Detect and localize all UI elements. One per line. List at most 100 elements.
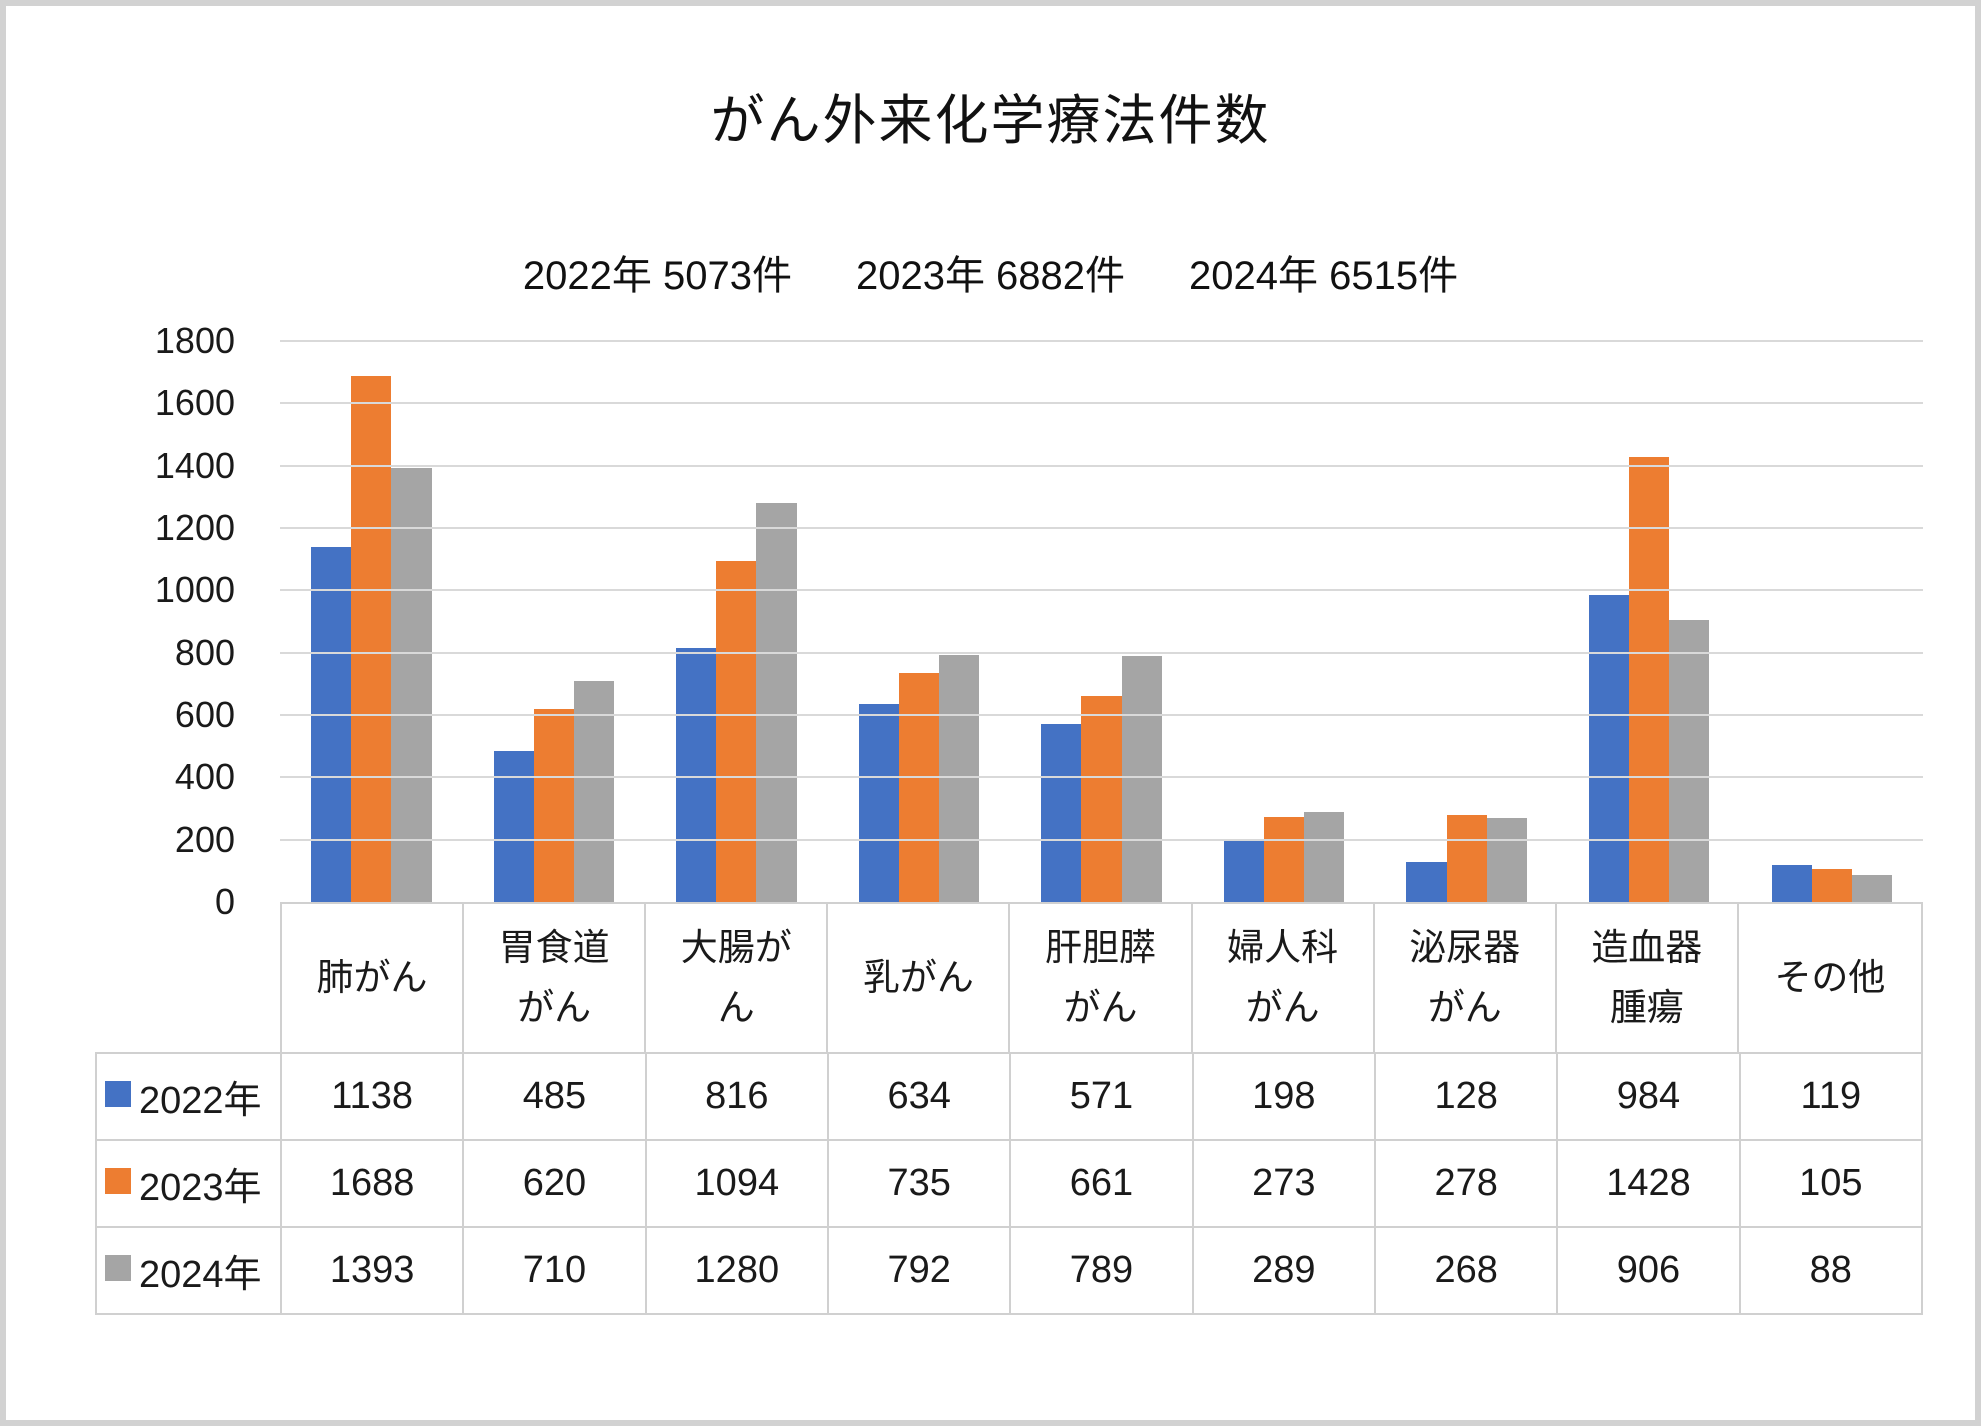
y-axis-tick-label: 1400 [154, 444, 235, 486]
value-cell-series1-cat7: 1428 [1558, 1141, 1741, 1228]
data-table: 2022年 1138 485 816 634 571 198 128 984 119 2023年 16… [95, 1052, 1923, 1315]
gridline [280, 714, 1923, 716]
value-cell-series1-cat1: 620 [464, 1141, 647, 1228]
y-axis-tick-label: 800 [174, 631, 235, 673]
bar-series0-cat4 [1041, 724, 1082, 902]
bar-series0-cat8 [1771, 864, 1812, 902]
value-cell-series2-cat1: 710 [464, 1228, 647, 1315]
y-axis-labels: 0 200 400 600 800 1000 1200 1400 1600 1800 [6, 323, 235, 920]
gridline [280, 527, 1923, 529]
subtitle-total-2022: 2022年 5073件 [522, 254, 792, 298]
bar-series2-cat4 [1121, 656, 1162, 902]
value-cell-series0-cat6: 128 [1375, 1054, 1559, 1141]
gridline [280, 589, 1923, 592]
value-cell-series0-cat1: 485 [464, 1054, 647, 1141]
bar-series0-cat2 [676, 647, 717, 902]
bar-series1-cat6 [1446, 815, 1487, 902]
bar-series1-cat4 [1081, 696, 1122, 902]
value-cell-series2-cat4: 789 [1011, 1228, 1194, 1315]
gridline [280, 776, 1923, 779]
y-axis-tick-label: 200 [174, 818, 235, 860]
value-cell-series2-cat6: 268 [1375, 1228, 1559, 1315]
value-cell-series1-cat3: 735 [828, 1141, 1012, 1228]
legend-cell-series2: 2024年 [97, 1228, 282, 1315]
value-cell-series2-cat8: 88 [1740, 1228, 1923, 1315]
value-cell-series0-cat0: 1138 [282, 1054, 465, 1141]
subtitle-total-2023: 2023年 6882件 [855, 254, 1126, 298]
bars-container [280, 341, 1923, 902]
legend-series-name: 2023年 [139, 1167, 262, 1209]
legend-cell-series1: 2023年 [97, 1141, 282, 1228]
value-cell-series2-cat5: 289 [1193, 1228, 1376, 1315]
bar-group-1 [463, 341, 646, 902]
value-cell-series1-cat5: 273 [1193, 1141, 1376, 1228]
category-label-8: その他 [1774, 957, 1886, 999]
category-label-2: 大腸が ん [646, 904, 829, 1052]
gridline [280, 651, 1923, 654]
value-cell-series0-cat5: 198 [1193, 1054, 1376, 1141]
value-cell-series0-cat4: 571 [1011, 1054, 1194, 1141]
bar-series2-cat3 [939, 655, 980, 902]
bar-series0-cat0 [311, 547, 352, 902]
category-label-1: 胃食道 がん [464, 904, 647, 1052]
value-cell-series0-cat8: 119 [1740, 1054, 1923, 1141]
bar-series2-cat5 [1304, 811, 1345, 902]
legend-series-name: 2024年 [139, 1254, 262, 1296]
bar-series0-cat1 [493, 750, 534, 902]
y-axis-tick-label: 1600 [154, 382, 235, 424]
y-axis-tick-label: 0 [214, 881, 235, 922]
bar-series0-cat5 [1223, 840, 1265, 902]
value-cell-series1-cat2: 1094 [646, 1141, 829, 1228]
value-cell-series0-cat2: 816 [646, 1054, 829, 1141]
value-cell-series2-cat0: 1393 [282, 1228, 465, 1315]
category-label-0: 肺がん [282, 904, 465, 1052]
gridline [280, 838, 1923, 841]
bar-series2-cat7 [1669, 619, 1710, 902]
bar-series1-cat5 [1264, 816, 1305, 902]
value-cell-series1-cat0: 1688 [282, 1141, 465, 1228]
y-axis-tick-label: 600 [174, 694, 235, 735]
category-label-6: 泌尿器 がん [1375, 904, 1557, 1052]
bar-series0-cat7 [1588, 595, 1630, 902]
bar-group-8 [1741, 341, 1924, 902]
value-cell-series1-cat4: 661 [1011, 1141, 1194, 1228]
bar-series1-cat1 [533, 708, 574, 902]
bar-series1-cat7 [1629, 456, 1670, 902]
value-cell-series0-cat7: 984 [1558, 1054, 1741, 1141]
bar-series2-cat0 [391, 467, 432, 902]
y-axis-tick-label: 1200 [154, 507, 235, 548]
bar-series0-cat3 [858, 704, 899, 902]
value-cell-series2-cat7: 906 [1558, 1228, 1741, 1315]
y-axis-tick-label: 1000 [154, 569, 235, 611]
bar-group-6 [1375, 341, 1558, 902]
bar-group-2 [645, 341, 828, 902]
legend-key-icon [105, 1254, 131, 1281]
bar-series2-cat8 [1851, 874, 1893, 902]
chart-title: がん外来化学療法件数 [710, 91, 1271, 151]
value-cell-series0-cat3: 634 [828, 1054, 1012, 1141]
gridline [280, 402, 1923, 405]
legend-cell-series0: 2022年 [97, 1054, 282, 1141]
category-label-4: 肝胆膵 がん [1010, 904, 1193, 1052]
plot-area [280, 340, 1923, 902]
bar-group-0 [280, 341, 463, 902]
category-label-3: 乳がん [828, 904, 1011, 1052]
y-axis-tick-label: 1800 [154, 320, 235, 361]
bar-series1-cat2 [716, 561, 757, 902]
chart-subtitle: 2022年 5073件 2023年 6882件 2024年 6515件 [6, 254, 1975, 298]
value-cell-series1-cat8: 105 [1740, 1141, 1923, 1228]
legend-series-name: 2022年 [139, 1080, 262, 1122]
legend-key-icon [105, 1080, 131, 1107]
bar-series1-cat8 [1811, 869, 1852, 902]
legend-key-icon [105, 1167, 131, 1194]
bar-series2-cat6 [1486, 818, 1527, 902]
value-cell-series2-cat2: 1280 [646, 1228, 829, 1315]
category-label-7: 造血器 腫瘍 [1557, 904, 1739, 1052]
bar-series1-cat3 [898, 672, 940, 902]
value-cell-series2-cat3: 792 [828, 1228, 1012, 1315]
bar-group-3 [828, 341, 1011, 902]
subtitle-total-2024: 2024年 6515件 [1189, 254, 1459, 298]
bar-series1-cat0 [351, 375, 392, 902]
bar-group-5 [1193, 341, 1376, 902]
